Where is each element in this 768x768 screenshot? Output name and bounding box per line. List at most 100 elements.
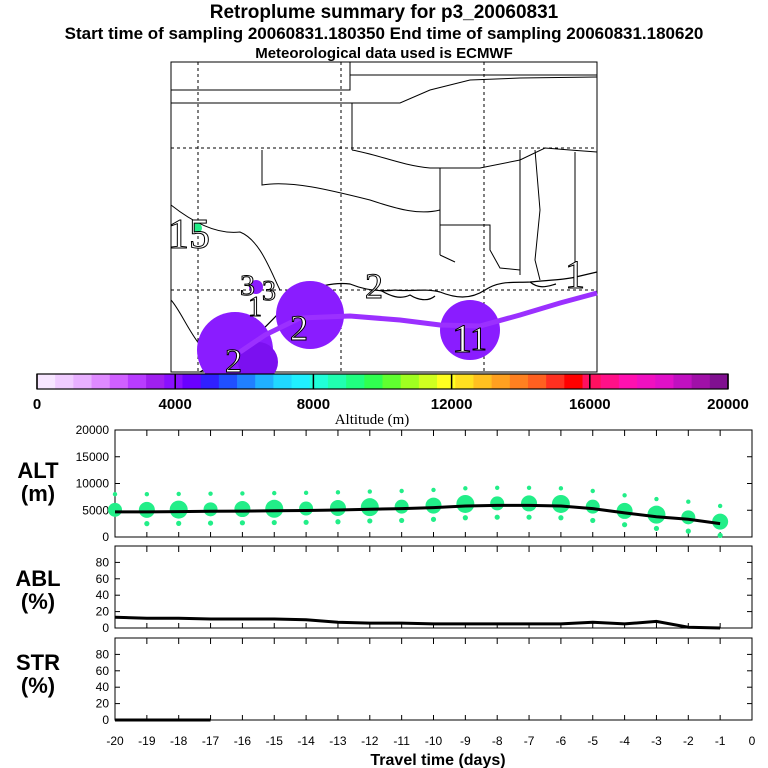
colorbar-cell: [164, 374, 184, 389]
panel-label: ABL: [15, 566, 60, 591]
x-tick-label: -11: [393, 734, 410, 748]
panel-str: 0 20 40 60 80 STR(%): [16, 637, 753, 727]
alt-marker: [647, 505, 666, 524]
alt-marker: [360, 498, 379, 517]
day-label: 1: [470, 321, 487, 358]
day-label: 2: [225, 343, 242, 380]
series-line: [114, 615, 721, 630]
colorbar-cell: [364, 374, 384, 389]
colorbar-cell: [237, 374, 256, 389]
plume-trajectory: [192, 223, 598, 388]
alt-marker: [622, 493, 627, 498]
alt-marker: [265, 499, 284, 518]
alt-marker: [399, 517, 405, 524]
day-label: 3: [240, 269, 255, 302]
x-tick-label: -8: [492, 734, 503, 748]
colorbar-cell: [655, 374, 675, 389]
alt-marker: [176, 520, 182, 526]
alt-marker: [144, 492, 150, 497]
day-label: 2: [365, 266, 383, 306]
alt-marker: [685, 528, 691, 534]
y-tick-label: 40: [96, 680, 110, 694]
y-tick-label: 15000: [76, 450, 110, 464]
panel-alt: 0 5000 10000 15000 20000 ALT(m): [17, 423, 753, 544]
colorbar-cell: [200, 374, 220, 389]
alt-marker: [430, 516, 437, 522]
alt-marker: [208, 491, 213, 496]
time-series-panels: 05000100001500020000ALT(m)020406080ABL(%…: [15, 423, 755, 748]
colorbar-cell: [618, 374, 638, 389]
colorbar-cell: [582, 374, 602, 389]
panel-unit: (%): [21, 673, 55, 698]
y-tick-label: 80: [96, 555, 110, 569]
alt-marker: [303, 490, 309, 496]
colorbar-cell: [691, 374, 711, 389]
alt-marker: [108, 502, 122, 517]
colorbar-cell: [527, 374, 547, 389]
x-tick-label: -17: [202, 734, 220, 748]
plume-cloud-small: [249, 280, 263, 294]
day-label: 3: [262, 276, 276, 307]
x-tick-label: -10: [425, 734, 443, 748]
alt-marker: [335, 490, 341, 495]
alt-marker: [239, 520, 245, 526]
colorbar-cell: [491, 374, 511, 389]
panel-label: ALT: [17, 458, 59, 483]
colorbar: 0 4000 8000 12000 16000 20000 Altitude (m): [33, 373, 749, 428]
colorbar-cell: [218, 374, 238, 389]
colorbar-cell: [309, 374, 329, 389]
day-label: 15: [168, 212, 210, 258]
colorbar-cell: [546, 374, 565, 389]
plume-cloud-center: [276, 281, 344, 349]
colorbar-tick-label: 8000: [297, 396, 330, 413]
map-day-labels: 1 1 2 2 3 15 1 1 2 3: [168, 212, 586, 381]
colorbar-cell: [346, 374, 365, 389]
alt-marker: [490, 496, 505, 511]
alt-marker: [272, 490, 277, 496]
y-tick-label: 0: [102, 713, 109, 727]
colorbar-cell: [455, 374, 475, 389]
alt-marker: [526, 514, 532, 520]
alt-marker: [622, 522, 628, 528]
colorbar-cell: [473, 374, 493, 389]
alt-marker: [616, 502, 633, 519]
sampling-times: Start time of sampling 20060831.180350 E…: [64, 24, 704, 43]
x-tick-label: -1: [715, 734, 726, 748]
y-tick-label: 60: [96, 572, 110, 586]
alt-marker: [329, 499, 346, 516]
x-tick-label: -12: [361, 734, 379, 748]
plume-point-15: [192, 223, 202, 233]
colorbar-cell: [509, 374, 529, 389]
colorbar-cell: [709, 374, 729, 389]
met-data-note: Meteorological data used is ECMWF: [255, 45, 513, 62]
colorbar-cell: [637, 374, 656, 389]
series-line: [115, 503, 721, 526]
panel-frame: [114, 545, 753, 629]
colorbar-cells: [37, 374, 729, 389]
alt-marker: [299, 501, 314, 516]
alt-marker: [399, 488, 404, 494]
colorbar-cell: [564, 374, 584, 389]
alt-marker: [463, 486, 468, 491]
colorbar-cell: [327, 374, 347, 389]
alt-marker: [456, 494, 475, 513]
y-tick-label: 20000: [76, 423, 110, 437]
alt-marker: [558, 486, 564, 491]
alt-marker: [654, 496, 659, 502]
x-tick-label: -5: [587, 734, 598, 748]
alt-marker: [138, 501, 155, 518]
y-tick-label: 20: [96, 697, 110, 711]
colorbar-cell: [418, 374, 438, 389]
colorbar-cell: [255, 374, 274, 389]
x-tick-label: -13: [329, 734, 347, 748]
x-tick-label: 0: [749, 734, 756, 748]
colorbar-cell: [400, 374, 420, 389]
day-label: 2: [290, 308, 308, 348]
x-tick-label: -7: [524, 734, 535, 748]
alt-marker: [590, 517, 596, 524]
colorbar-cell: [91, 374, 111, 389]
alt-marker: [717, 532, 723, 538]
colorbar-cell: [127, 374, 147, 389]
alt-marker: [203, 502, 218, 517]
